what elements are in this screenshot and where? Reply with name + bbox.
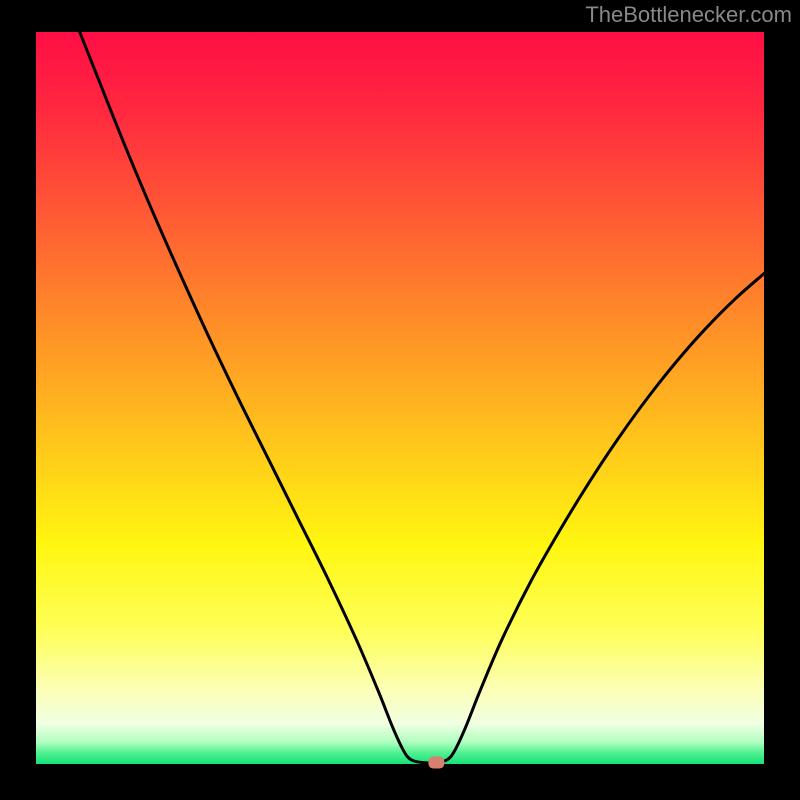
watermark-text: TheBottlenecker.com [585,2,792,28]
plot-background [36,32,764,764]
chart-svg [0,0,800,800]
optimal-point-marker [428,757,444,769]
bottleneck-chart: TheBottlenecker.com [0,0,800,800]
